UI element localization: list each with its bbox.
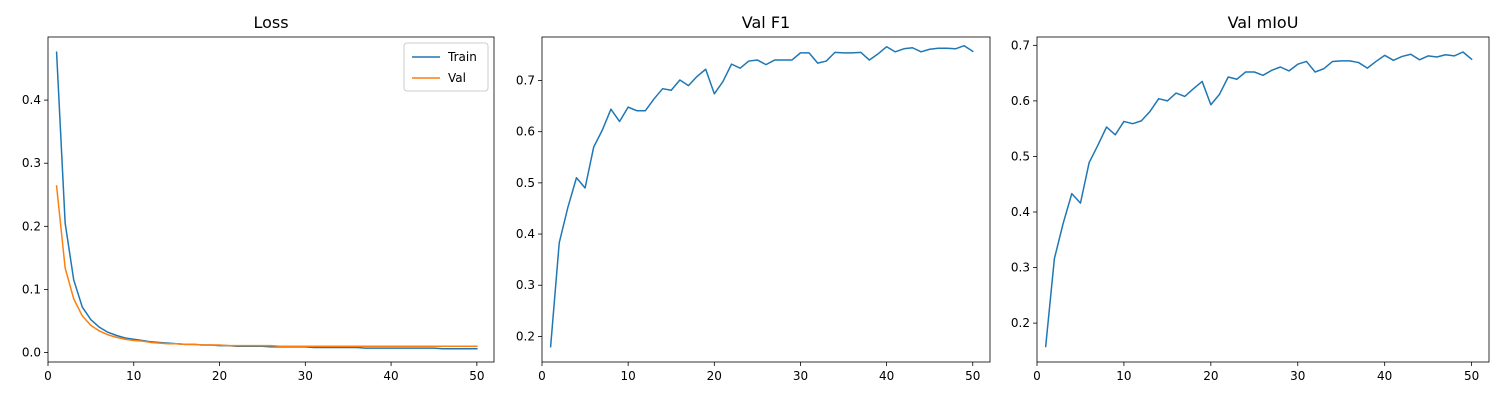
y-tick-label: 0.4 [22, 93, 41, 107]
x-tick-label: 50 [1464, 369, 1479, 383]
y-tick-label: 0.5 [516, 176, 535, 190]
chart-panel-1: Loss 0 10 20 30 40 50 0.0 0.1 0.2 0.3 0.4 Train Val [22, 13, 495, 383]
y-tick-label: 0.6 [516, 125, 535, 139]
chart-panel-3: Val mIoU 0 10 20 30 40 50 0.2 0.3 0.4 0.5 0.6 0.7 [1011, 13, 1490, 383]
series-line-train [55, 51, 478, 350]
chart-title: Val mIoU [1228, 13, 1299, 32]
y-tick-label: 0.2 [516, 329, 535, 343]
y-tick-label: 0.7 [516, 74, 535, 88]
plot-frame [541, 36, 991, 363]
x-tick-label: 20 [212, 369, 227, 383]
series-line-1 [1044, 51, 1473, 348]
y-tick-label: 0.1 [22, 282, 41, 296]
y-tick-label: 0.7 [1011, 38, 1030, 52]
y-tick-label: 0.2 [1011, 316, 1030, 330]
x-tick-label: 50 [469, 369, 484, 383]
y-tick-label: 0.5 [1011, 149, 1030, 163]
x-tick-label: 40 [383, 369, 398, 383]
legend-label: Val [448, 71, 466, 85]
y-tick-label: 0.3 [22, 156, 41, 170]
y-tick-label: 0.6 [1011, 94, 1030, 108]
x-tick-label: 10 [1116, 369, 1131, 383]
y-tick-label: 0.3 [516, 278, 535, 292]
legend-box [403, 42, 489, 92]
y-tick-label: 0.3 [1011, 261, 1030, 275]
x-tick-label: 10 [126, 369, 141, 383]
legend: Train Val [403, 42, 489, 92]
x-tick-label: 30 [1290, 369, 1305, 383]
plot-frame [47, 36, 495, 363]
x-tick-label: 0 [1033, 369, 1041, 383]
x-tick-label: 30 [298, 369, 313, 383]
chart-title: Val F1 [742, 13, 790, 32]
x-tick-label: 20 [1203, 369, 1218, 383]
x-tick-label: 40 [879, 369, 894, 383]
y-tick-label: 0.4 [1011, 205, 1030, 219]
series-line-val [55, 185, 478, 347]
x-tick-label: 10 [621, 369, 636, 383]
x-tick-label: 50 [965, 369, 980, 383]
x-tick-label: 0 [538, 369, 546, 383]
x-tick-label: 30 [793, 369, 808, 383]
y-tick-label: 0.2 [22, 219, 41, 233]
x-tick-label: 0 [44, 369, 52, 383]
plot-frame [1036, 36, 1490, 363]
y-tick-label: 0.4 [516, 227, 535, 241]
x-tick-label: 20 [707, 369, 722, 383]
chart-panel-2: Val F1 0 10 20 30 40 50 0.2 0.3 0.4 0.5 0.6 0.7 [516, 13, 991, 383]
y-tick-label: 0.0 [22, 346, 41, 360]
legend-label: Train [447, 50, 477, 64]
x-tick-label: 40 [1377, 369, 1392, 383]
series-line-1 [549, 44, 974, 348]
chart-title: Loss [253, 13, 288, 32]
